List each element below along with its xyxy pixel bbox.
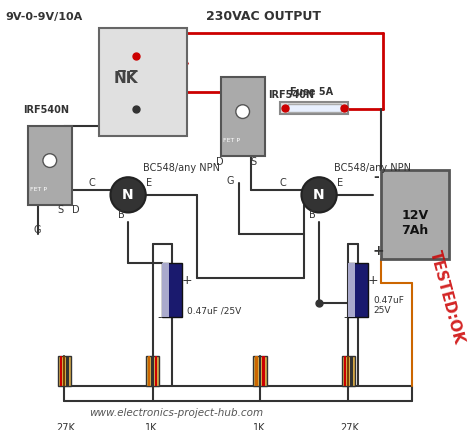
Text: S: S [58,205,64,215]
Text: 230VAC OUTPUT: 230VAC OUTPUT [207,9,321,22]
Bar [163,264,169,317]
Bar [66,356,69,386]
Text: 1K: 1K [145,422,157,430]
Text: D: D [216,156,224,166]
Text: S: S [251,156,256,166]
Bar [344,356,346,386]
Text: N: N [122,187,134,201]
Text: G: G [33,224,41,234]
Text: +: + [373,243,384,257]
Text: E: E [337,178,343,187]
Bar [99,29,187,137]
Bar [146,356,159,386]
Bar [262,356,264,386]
Text: 9V-0-9V/10A: 9V-0-9V/10A [6,12,83,22]
Text: 12V
7Ah: 12V 7Ah [401,209,428,237]
Bar [63,356,65,386]
Text: 0.47uF
25V: 0.47uF 25V [373,295,404,315]
Bar [151,356,154,386]
Bar [155,356,157,386]
Text: +: + [182,273,192,286]
Bar [350,356,353,386]
Text: -: - [373,170,379,184]
Bar [348,264,368,317]
Bar [381,171,449,259]
Bar [259,356,261,386]
Bar [348,264,356,317]
Bar [148,356,150,386]
Bar [28,127,73,205]
Text: B: B [118,210,125,220]
Text: E: E [146,178,152,187]
Bar [347,356,349,386]
Bar [342,356,356,386]
Text: 0.47uF /25V: 0.47uF /25V [187,306,241,315]
Text: N̅K̅: N̅K̅ [113,71,138,86]
Text: TESTED:OK: TESTED:OK [427,248,466,345]
Circle shape [43,154,56,168]
Text: Fuse 5A: Fuse 5A [290,87,333,97]
Text: BC548/any NPN: BC548/any NPN [334,163,411,173]
Circle shape [236,105,249,119]
Text: D: D [73,205,80,215]
Text: 1K: 1K [253,422,265,430]
Text: IRF540N: IRF540N [268,90,314,100]
Circle shape [110,178,146,213]
Text: B: B [309,210,316,220]
Bar [288,104,341,112]
Text: -: - [344,310,348,323]
Text: IRF540N: IRF540N [23,104,69,114]
Text: FET P: FET P [223,138,240,143]
Text: +: + [368,273,379,286]
Text: C: C [89,178,96,187]
Text: FET P: FET P [30,187,47,191]
Text: BC548/any NPN: BC548/any NPN [143,163,220,173]
Bar [60,356,62,386]
Bar [280,103,348,114]
Text: C: C [280,178,287,187]
Text: -: - [157,310,162,323]
Bar [58,356,71,386]
Text: N: N [313,187,325,201]
Circle shape [301,178,337,213]
Text: www.electronics-project-hub.com: www.electronics-project-hub.com [89,407,263,417]
Bar [163,264,182,317]
Bar [255,356,258,386]
Text: 27K: 27K [341,422,359,430]
Text: G: G [226,176,234,186]
Text: 27K: 27K [56,422,75,430]
Bar [254,356,267,386]
Bar [221,78,265,157]
